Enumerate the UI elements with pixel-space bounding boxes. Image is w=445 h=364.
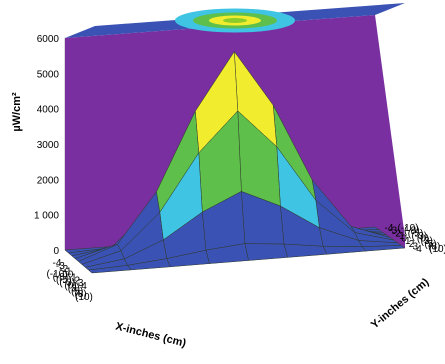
x-tick-label-cm: (0) <box>64 281 76 292</box>
surface-cell <box>322 246 367 255</box>
y-tick-label: 0 <box>401 234 407 245</box>
y-tick-label: 1 <box>405 236 411 247</box>
y-tick-label-cm: (-10) <box>397 223 418 234</box>
surface-cell <box>361 245 406 252</box>
surface-cell <box>88 265 132 274</box>
x-tick-label-cm: (-8) <box>53 272 69 283</box>
x-tick-label-cm: (3) <box>68 283 80 294</box>
z-tick-label: 4000 <box>37 105 60 116</box>
surface-mesh <box>64 50 406 274</box>
y-tick-label-cm: (-5) <box>408 228 424 239</box>
contour-ring-3 <box>223 18 247 23</box>
surface-cell <box>283 243 328 258</box>
y-tick-label: 3 <box>412 241 418 252</box>
z-tick-label: 2000 <box>37 175 60 186</box>
x-tick-label-cm: (-3) <box>59 278 75 289</box>
y-tick-label-cm: (8) <box>428 241 440 252</box>
x-tick-label: 3 <box>78 278 84 289</box>
x-tick-label-cm: (-5) <box>56 275 72 286</box>
y-tick-label: -1 <box>396 231 405 242</box>
x-tick-label-cm: (5) <box>71 286 83 297</box>
x-tick-label: -1 <box>63 267 72 278</box>
y-tick-label-cm: (10) <box>429 244 445 255</box>
x-tick-label-cm: (8) <box>75 289 87 300</box>
y-tick-label-cm: (-8) <box>404 226 420 237</box>
y-tick-label: -3 <box>388 226 397 237</box>
y-tick-label: 4 <box>416 244 422 255</box>
y-tick-label: -2 <box>392 228 401 239</box>
z-axis-title: µW/cm² <box>11 92 23 132</box>
x-tick-label: -4 <box>53 258 62 269</box>
x-tick-label: -2 <box>59 264 68 275</box>
y-tick-label: 2 <box>409 239 415 250</box>
y-tick-label-cm: (5) <box>424 239 436 250</box>
y-axis-title: Y-inches (cm) <box>369 276 432 331</box>
right-wall <box>375 15 405 248</box>
z-tick-label: 0 <box>53 246 59 257</box>
y-tick-label-cm: (3) <box>421 236 433 247</box>
z-tick-label: 3000 <box>37 140 60 151</box>
z-tick-label: 6000 <box>37 34 60 45</box>
top-contour-projection <box>175 8 295 33</box>
y-tick-label-cm: (-3) <box>411 231 427 242</box>
x-tick-label-cm: (-10) <box>46 269 67 280</box>
y-tick-label-cm: (0) <box>417 234 429 245</box>
x-tick-label: 2 <box>74 275 80 286</box>
x-tick-label: 0 <box>68 270 74 281</box>
surface-cell <box>244 243 288 261</box>
x-tick-label: -3 <box>56 261 65 272</box>
z-tick-label: 1 000 <box>34 211 59 222</box>
x-axis-title: X-inches (cm) <box>114 321 187 350</box>
x-tick-label: 4 <box>81 281 87 292</box>
z-tick-label: 5000 <box>37 69 60 80</box>
x-tick-label-cm: (10) <box>75 292 93 303</box>
y-tick-label: -4 <box>385 223 394 234</box>
x-tick-label: 1 <box>71 272 77 283</box>
